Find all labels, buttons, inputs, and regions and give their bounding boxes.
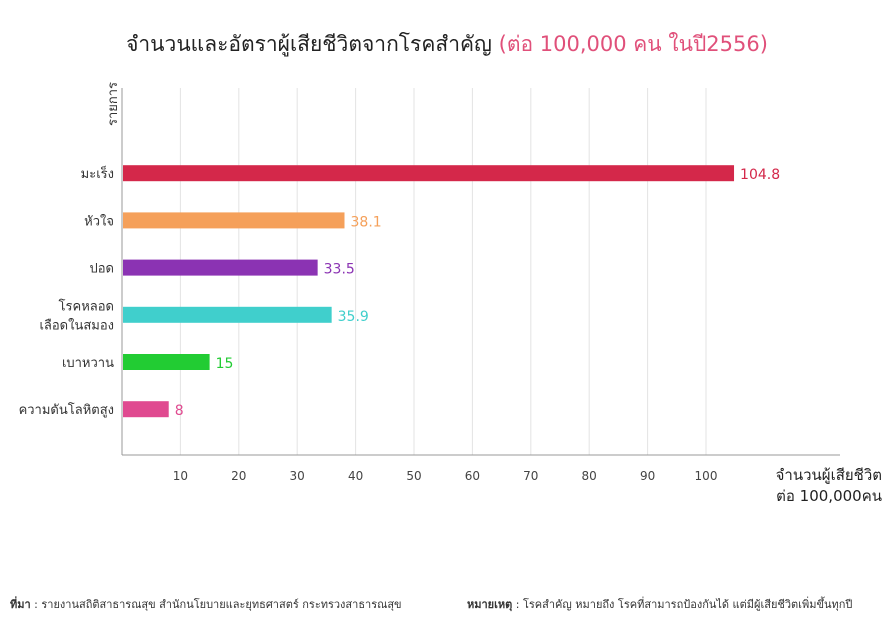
footer-note: หมายเหตุ : โรคสำคัญ หมายถึง โรคที่สามารถ… [467, 595, 852, 613]
data-label-1: 104.8 [740, 167, 780, 183]
data-label-5: 15 [216, 356, 234, 372]
bar-2 [123, 212, 345, 229]
x-axis-title-line2: ต่อ 100,000คน [776, 487, 882, 505]
data-label-2: 38.1 [351, 214, 382, 230]
x-tick-label-40: 40 [348, 469, 363, 483]
bar-1 [123, 165, 735, 182]
category-label-6: ความดันโลหิตสูง [19, 402, 114, 418]
category-label-3: ปอด [89, 262, 114, 277]
x-tick-label-30: 30 [290, 469, 305, 483]
bar-3 [123, 259, 318, 276]
x-tick-label-90: 90 [640, 469, 655, 483]
category-label-5: เบาหวาน [62, 356, 114, 371]
x-axis-title-line1: จำนวนผู้เสียชีวิต [776, 466, 882, 484]
title-subtitle: (ต่อ 100,000 คน ในปี2556) [498, 32, 768, 56]
category-label-4-line1: โรคหลอด [59, 298, 114, 314]
category-label-2: หัวใจ [84, 213, 114, 229]
source-text: : รายงานสถิติสาธารณสุข สำนักนโยบายและยุท… [30, 598, 402, 611]
category-label-1: มะเร็ง [81, 164, 114, 182]
x-tick-label-20: 20 [231, 469, 246, 483]
bar-6 [123, 401, 169, 418]
x-tick-label-100: 100 [695, 469, 718, 483]
note-label: หมายเหตุ [467, 598, 513, 611]
x-tick-label-60: 60 [465, 469, 480, 483]
x-tick-label-50: 50 [406, 469, 421, 483]
source-label: ที่มา [10, 598, 31, 611]
bar-5 [123, 354, 210, 370]
data-label-6: 8 [175, 403, 184, 419]
y-axis-title: รายการ [106, 82, 121, 126]
category-label-4-line2: เลือดในสมอง [39, 317, 114, 333]
data-label-3: 33.5 [324, 262, 355, 278]
x-tick-label-70: 70 [523, 469, 538, 483]
note-text: : โรคสำคัญ หมายถึง โรคที่สามารถป้องกันได… [512, 598, 853, 611]
title-main: จำนวนและอัตราผู้เสียชีวิตจากโรคสำคัญ [126, 32, 492, 56]
data-label-4: 35.9 [338, 309, 369, 325]
x-tick-label-80: 80 [582, 469, 597, 483]
x-tick-label-10: 10 [173, 469, 188, 483]
chart-title: จำนวนและอัตราผู้เสียชีวิตจากโรคสำคัญ (ต่… [0, 28, 894, 61]
bar-4 [123, 306, 332, 323]
footer-source: ที่มา : รายงานสถิติสาธารณสุข สำนักนโยบาย… [10, 595, 402, 613]
